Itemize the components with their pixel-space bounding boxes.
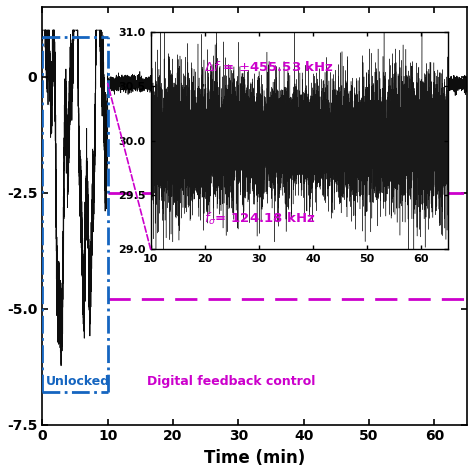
X-axis label: Time (min): Time (min)	[204, 449, 305, 467]
Text: Unlocked: Unlocked	[46, 375, 109, 388]
Text: Digital feedback control: Digital feedback control	[147, 375, 315, 388]
